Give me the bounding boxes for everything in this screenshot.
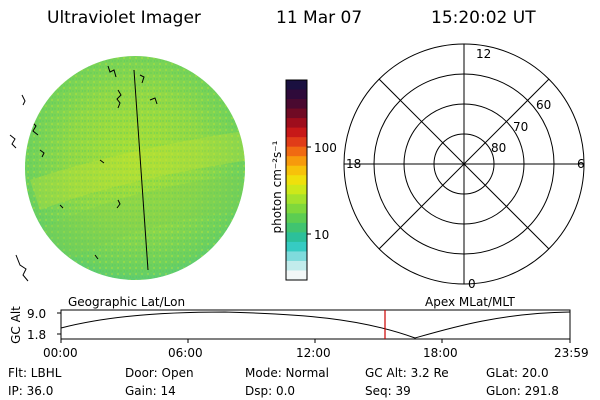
colorbar-swatch [286,99,307,110]
colorbar-swatch [286,203,307,214]
color-scale-bar [285,79,308,281]
colorbar-swatch [286,108,307,119]
colorbar-swatch [286,80,307,91]
geo-latlon-label: Geographic Lat/Lon [68,295,186,309]
mlt-label-0: 0 [468,277,476,291]
colorbar-swatch [286,194,307,205]
apex-mlat-label: Apex MLat/MLT [425,295,515,309]
time-tick-1800: 18:00 [423,346,458,360]
colorbar-swatch [286,270,307,281]
time-tick-2359: 23:59 [554,346,589,360]
mlt-label-12: 12 [476,47,492,61]
gc-alt-axis-label: GC Alt [9,306,23,344]
app-title: Ultraviolet Imager [47,8,201,28]
alt-tick-9: 9.0 [27,307,47,321]
colorbar-swatch [286,213,307,224]
colorbar-swatch [286,184,307,195]
gc-alt-readout: GC Alt: 3.2 Re [365,366,449,380]
colorbar-swatch [286,260,307,272]
ip-readout: IP: 36.0 [8,384,54,398]
glon-readout: GLon: 291.8 [486,384,559,398]
earth-disk-image [9,56,245,282]
colorbar-tick-100: 100 [314,141,337,155]
time-tick-1200: 12:00 [296,346,331,360]
colorbar-unit-label: photon cm⁻²s⁻¹ [270,140,284,234]
colorbar-swatch [286,165,307,176]
colorbar-swatch [286,232,307,243]
colorbar-swatch [286,156,307,167]
glat-readout: GLat: 20.0 [486,366,549,380]
filter-readout: Flt: LBHL [8,366,62,380]
colorbar-swatch [286,241,307,253]
colorbar-swatch [286,89,307,100]
seq-readout: Seq: 39 [365,384,411,398]
colorbar-swatch [286,251,307,262]
lat-label-80: 80 [491,141,507,155]
mlt-label-18: 18 [346,157,362,171]
colorbar-swatch [286,118,307,129]
colorbar-swatch [286,146,307,157]
colorbar-swatch [286,222,307,233]
lat-label-60: 60 [536,98,552,112]
door-readout: Door: Open [125,366,194,380]
colorbar-border [285,79,308,281]
polar-mlt-grid [343,43,585,285]
colorbar-swatch [286,127,307,138]
colorbar-tick-10: 10 [314,228,330,242]
colorbar-swatch [286,137,307,148]
time-tick-0000: 00:00 [43,346,78,360]
time-readout: 15:20:02 UT [431,8,536,28]
lat-label-70: 70 [513,120,529,134]
gain-readout: Gain: 14 [125,384,176,398]
alt-tick-1_8: 1.8 [27,328,47,342]
date-readout: 11 Mar 07 [276,8,363,28]
colorbar-swatch [286,175,307,186]
dsp-readout: Dsp: 0.0 [245,384,296,398]
altitude-timeline [57,309,571,343]
colorbar-ticks [307,146,311,235]
mode-readout: Mode: Normal [245,366,329,380]
mlt-label-6: 6 [577,157,585,171]
time-tick-0600: 06:00 [168,346,203,360]
